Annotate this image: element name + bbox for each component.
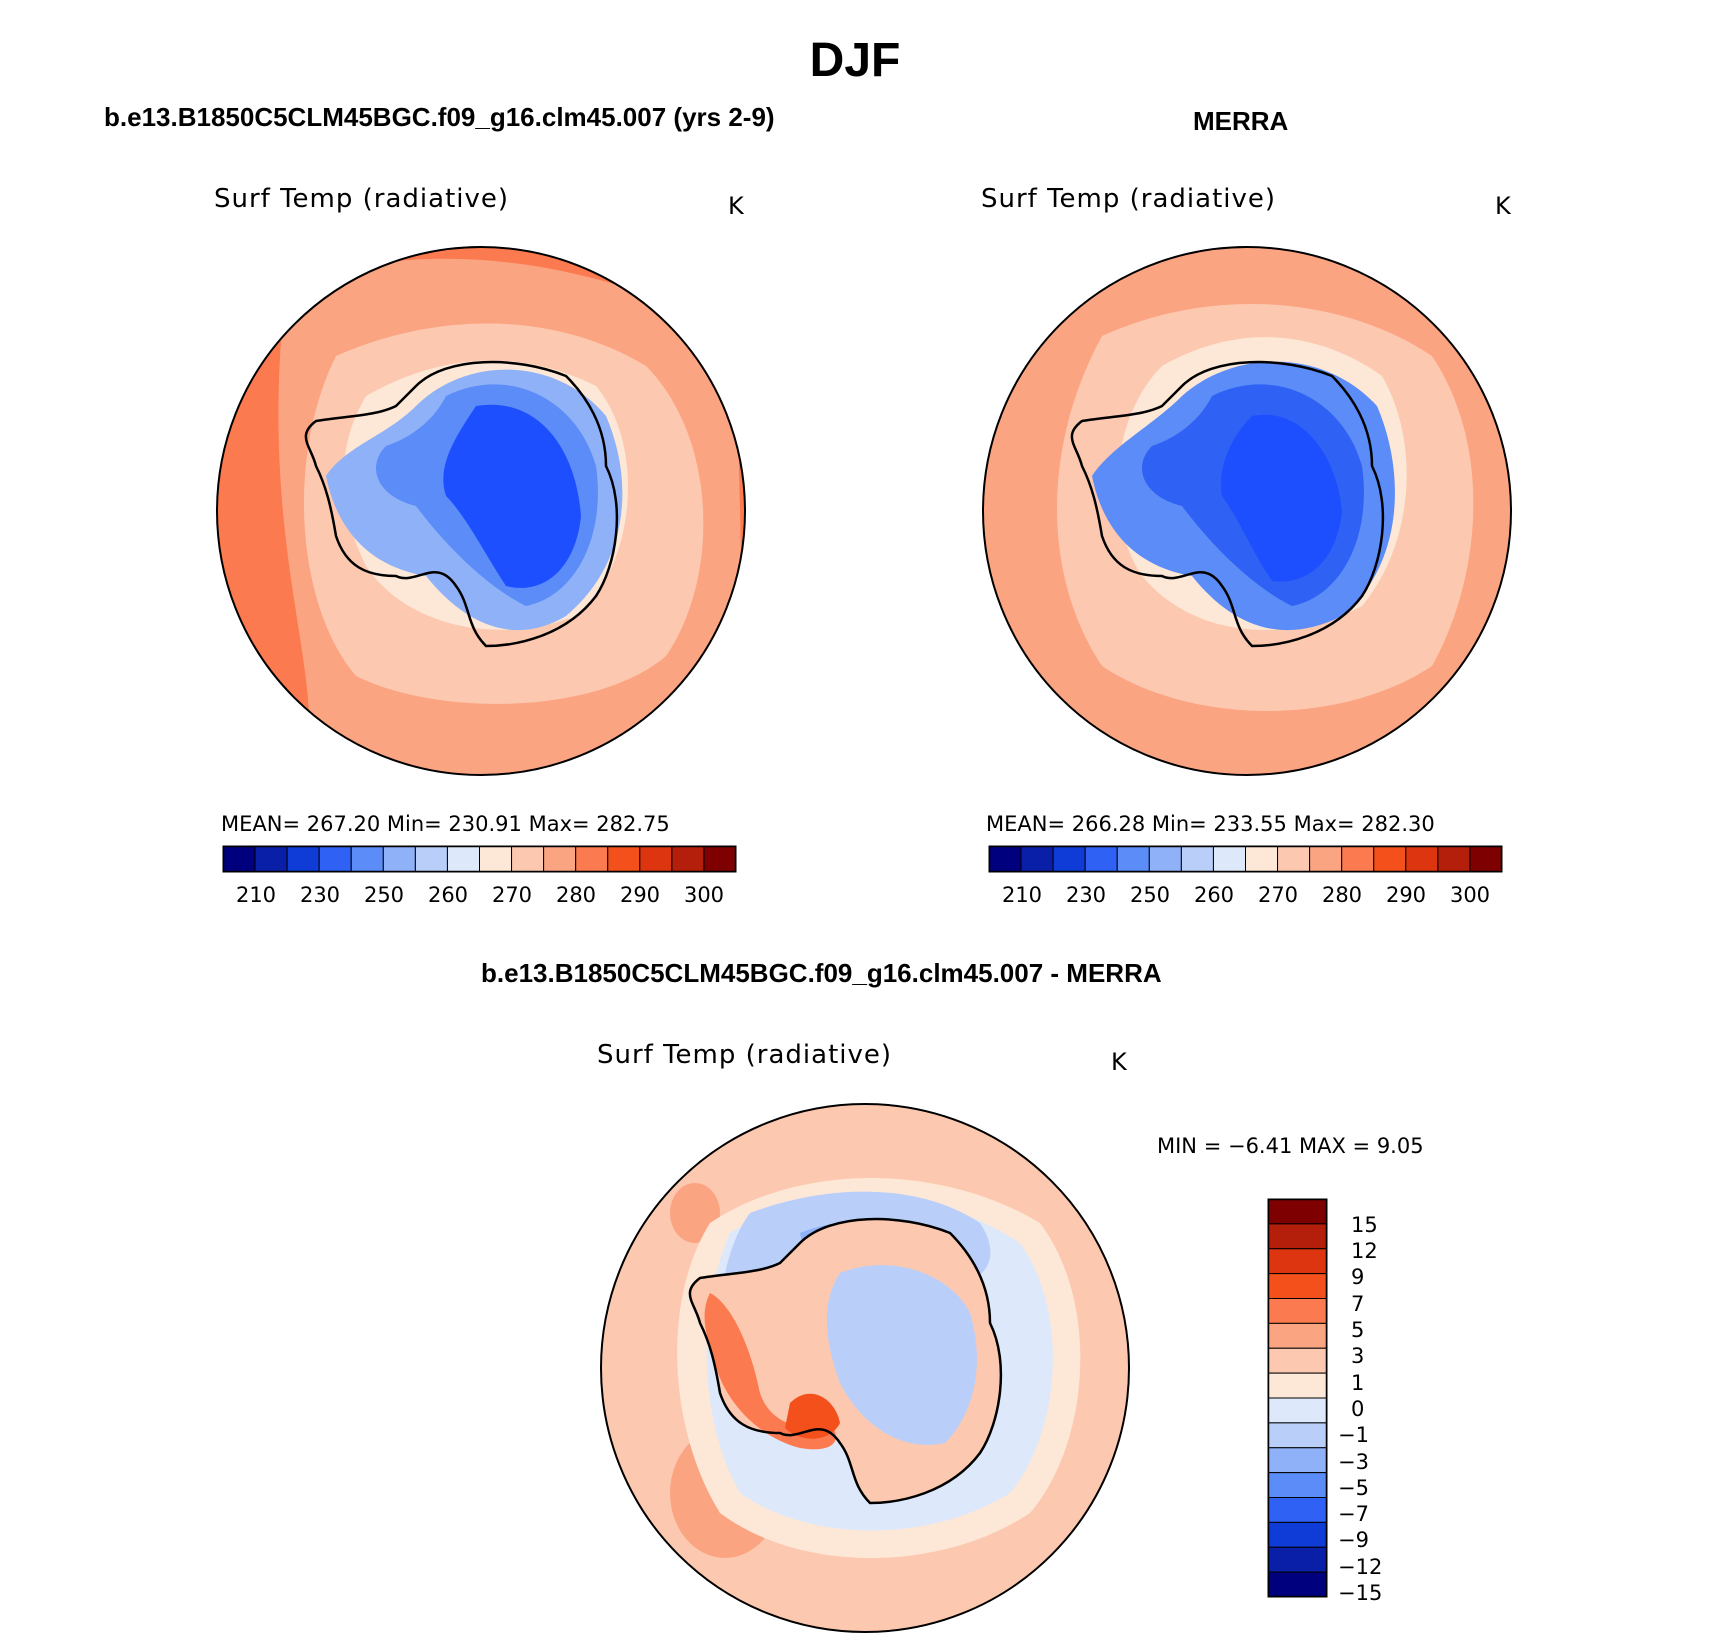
colorbar-tick: −1 bbox=[1338, 1423, 1369, 1447]
page-title: DJF bbox=[809, 34, 901, 87]
colorbar-swatch bbox=[382, 845, 416, 873]
colorbar-swatch bbox=[1267, 1397, 1328, 1424]
model-colorbar bbox=[222, 845, 737, 873]
colorbar-swatch bbox=[1020, 845, 1054, 873]
diff-panel-title: b.e13.B1850C5CLM45BGC.f09_g16.clm45.007 … bbox=[481, 958, 1162, 988]
colorbar-swatch bbox=[1267, 1347, 1328, 1374]
colorbar-swatch bbox=[1267, 1571, 1328, 1598]
colorbar-swatch bbox=[1267, 1497, 1328, 1523]
diff-stats: MIN = −6.41 MAX = 9.05 bbox=[1157, 1134, 1424, 1158]
diff-polar-map bbox=[600, 1103, 1130, 1633]
colorbar-tick: −12 bbox=[1338, 1555, 1383, 1579]
colorbar-swatch bbox=[1267, 1322, 1328, 1349]
colorbar-swatch bbox=[1341, 845, 1375, 873]
colorbar-swatch bbox=[543, 845, 577, 873]
model-panel-title: b.e13.B1850C5CLM45BGC.f09_g16.clm45.007 … bbox=[104, 102, 775, 132]
colorbar-tick: 210 bbox=[1001, 883, 1043, 907]
colorbar-swatch bbox=[703, 845, 737, 873]
colorbar-tick: 0 bbox=[1351, 1397, 1365, 1421]
colorbar-tick: 290 bbox=[1385, 883, 1427, 907]
model-polar-map bbox=[216, 246, 746, 776]
colorbar-tick: −5 bbox=[1338, 1476, 1369, 1500]
colorbar-swatch bbox=[254, 845, 288, 873]
model-stats: MEAN= 267.20 Min= 230.91 Max= 282.75 bbox=[221, 812, 670, 836]
colorbar-swatch bbox=[286, 845, 320, 873]
colorbar-tick: 270 bbox=[491, 883, 533, 907]
colorbar-tick: 12 bbox=[1351, 1239, 1378, 1263]
colorbar-tick: 230 bbox=[299, 883, 341, 907]
colorbar-swatch bbox=[671, 845, 705, 873]
colorbar-swatch bbox=[1267, 1298, 1328, 1324]
colorbar-tick: −15 bbox=[1338, 1581, 1383, 1605]
colorbar-swatch bbox=[1267, 1273, 1328, 1299]
colorbar-swatch bbox=[1116, 845, 1150, 873]
colorbar-swatch bbox=[1309, 845, 1343, 873]
colorbar-tick: 15 bbox=[1351, 1213, 1378, 1237]
colorbar-swatch bbox=[222, 845, 256, 873]
colorbar-tick: 3 bbox=[1351, 1344, 1365, 1368]
colorbar-swatch bbox=[1267, 1422, 1328, 1449]
obs-colorbar bbox=[988, 845, 1503, 873]
colorbar-swatch bbox=[446, 845, 480, 873]
colorbar-swatch bbox=[414, 845, 448, 873]
colorbar-swatch bbox=[1277, 845, 1311, 873]
colorbar-tick: 280 bbox=[555, 883, 597, 907]
colorbar-swatch bbox=[1267, 1198, 1328, 1225]
colorbar-tick: 250 bbox=[363, 883, 405, 907]
colorbar-swatch bbox=[1437, 845, 1471, 873]
model-units-label: K bbox=[728, 192, 744, 220]
colorbar-swatch bbox=[1148, 845, 1182, 873]
diff-variable-label: Surf Temp (radiative) bbox=[597, 1040, 893, 1070]
obs-stats: MEAN= 266.28 Min= 233.55 Max= 282.30 bbox=[986, 812, 1435, 836]
colorbar-tick: 300 bbox=[1449, 883, 1491, 907]
colorbar-swatch bbox=[1373, 845, 1407, 873]
diff-colorbar bbox=[1267, 1198, 1328, 1598]
colorbar-swatch bbox=[511, 845, 545, 873]
colorbar-swatch bbox=[1267, 1521, 1328, 1548]
colorbar-tick: 1 bbox=[1351, 1371, 1365, 1395]
colorbar-tick: 9 bbox=[1351, 1265, 1365, 1289]
colorbar-swatch bbox=[988, 845, 1022, 873]
colorbar-swatch bbox=[1084, 845, 1118, 873]
colorbar-tick: 260 bbox=[1193, 883, 1235, 907]
colorbar-swatch bbox=[1267, 1447, 1328, 1474]
colorbar-tick: 7 bbox=[1351, 1292, 1365, 1316]
colorbar-swatch bbox=[1052, 845, 1086, 873]
colorbar-tick: 280 bbox=[1321, 883, 1363, 907]
colorbar-swatch bbox=[1267, 1472, 1328, 1498]
model-variable-label: Surf Temp (radiative) bbox=[214, 184, 510, 214]
colorbar-swatch bbox=[1245, 845, 1279, 873]
colorbar-swatch bbox=[350, 845, 384, 873]
colorbar-tick: 250 bbox=[1129, 883, 1171, 907]
colorbar-swatch bbox=[479, 845, 513, 873]
obs-panel-title: MERRA bbox=[1193, 106, 1289, 136]
colorbar-swatch bbox=[1405, 845, 1439, 873]
colorbar-tick: 290 bbox=[619, 883, 661, 907]
obs-variable-label: Surf Temp (radiative) bbox=[981, 184, 1277, 214]
colorbar-tick: −9 bbox=[1338, 1528, 1369, 1552]
obs-units-label: K bbox=[1495, 192, 1511, 220]
colorbar-swatch bbox=[1267, 1546, 1328, 1573]
colorbar-tick: 260 bbox=[427, 883, 469, 907]
colorbar-swatch bbox=[575, 845, 609, 873]
colorbar-swatch bbox=[318, 845, 352, 873]
colorbar-swatch bbox=[1469, 845, 1503, 873]
colorbar-tick: −7 bbox=[1338, 1502, 1369, 1526]
colorbar-swatch bbox=[1212, 845, 1246, 873]
colorbar-swatch bbox=[1180, 845, 1214, 873]
colorbar-tick: 300 bbox=[683, 883, 725, 907]
colorbar-tick: 270 bbox=[1257, 883, 1299, 907]
colorbar-swatch bbox=[607, 845, 641, 873]
colorbar-swatch bbox=[1267, 1248, 1328, 1275]
colorbar-tick: 210 bbox=[235, 883, 277, 907]
diff-units-label: K bbox=[1111, 1048, 1127, 1076]
colorbar-tick: 230 bbox=[1065, 883, 1107, 907]
colorbar-tick: −3 bbox=[1338, 1450, 1369, 1474]
colorbar-swatch bbox=[1267, 1372, 1328, 1399]
obs-polar-map bbox=[982, 246, 1512, 776]
colorbar-tick: 5 bbox=[1351, 1318, 1365, 1342]
colorbar-swatch bbox=[639, 845, 673, 873]
colorbar-swatch bbox=[1267, 1223, 1328, 1250]
